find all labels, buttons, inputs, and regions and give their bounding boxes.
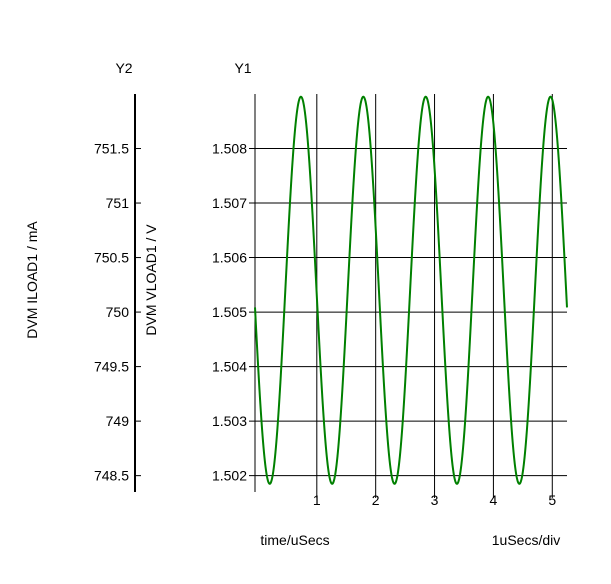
y2-tick-label: 748.5 (94, 468, 129, 484)
y2-tick-label: 751 (106, 195, 130, 211)
y2-tick-label: 751.5 (94, 141, 129, 157)
x-tick-label: 1 (313, 492, 321, 508)
y1-axis-label: DVM VLOAD1 / V (143, 224, 159, 336)
x-axis-label: time/uSecs (260, 532, 329, 548)
y1-tick-labels: 1.502 1.503 1.504 1.505 1.506 1.507 1.508 (212, 141, 247, 484)
x-tick-labels: 1 2 3 4 5 (313, 492, 556, 508)
y1-tick-label: 1.503 (212, 413, 247, 429)
y2-tick-label: 749.5 (94, 359, 129, 375)
series-line (254, 95, 568, 485)
x-tick-label: 5 (548, 492, 556, 508)
y1-axis-header: Y1 (234, 60, 251, 76)
series-group (254, 95, 568, 485)
x-tick-label: 4 (490, 492, 498, 508)
y1-tick-label: 1.507 (212, 195, 247, 211)
y1-tick-label: 1.506 (212, 250, 247, 266)
y1-tick-label: 1.508 (212, 141, 247, 157)
y1-tick-label: 1.505 (212, 304, 247, 320)
y2-axis-label: DVM ILOAD1 / mA (24, 221, 40, 339)
y2-tick-label: 750.5 (94, 250, 129, 266)
y2-axis-header: Y2 (115, 60, 132, 76)
y2-tick-label: 749 (106, 413, 130, 429)
x-scale-label: 1uSecs/div (492, 532, 560, 548)
y1-tick-label: 1.504 (212, 359, 247, 375)
x-tick-label: 3 (431, 492, 439, 508)
y1-tick-label: 1.502 (212, 468, 247, 484)
y2-tick-label: 750 (106, 304, 130, 320)
x-tick-label: 2 (372, 492, 380, 508)
y2-tick-labels: 748.5 749 749.5 750 750.5 751 751.5 (94, 141, 141, 484)
